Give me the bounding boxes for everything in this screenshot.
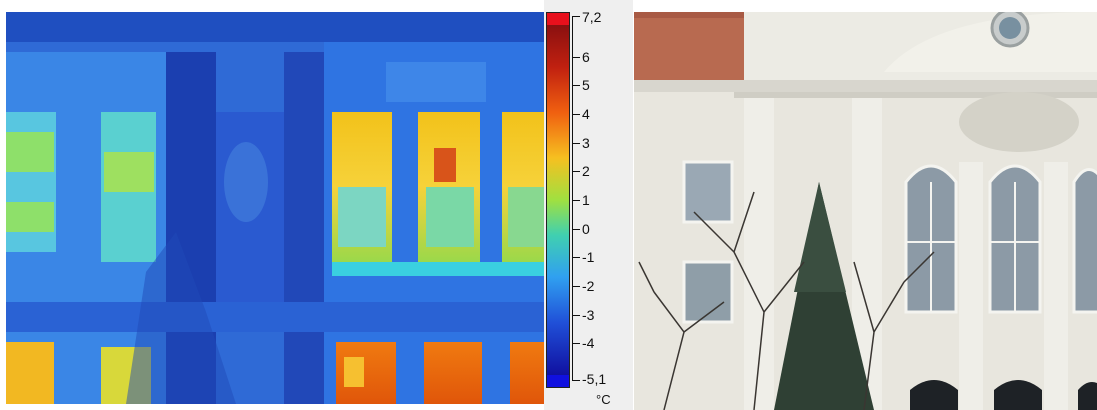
tick	[572, 171, 580, 172]
colorbar	[546, 12, 570, 388]
tick-label: -1	[582, 249, 595, 265]
colorbar-bottom-cap	[547, 375, 569, 387]
tick-max	[572, 16, 580, 17]
colorbar-gradient	[547, 13, 569, 387]
tick-label: 1	[582, 192, 590, 208]
building-photo	[634, 12, 1097, 410]
tick-label-max: 7,2	[582, 9, 602, 25]
tick-label: 2	[582, 163, 590, 179]
tick	[572, 343, 580, 344]
tick-label: 3	[582, 135, 590, 151]
tick-label: 6	[582, 49, 590, 65]
tick	[572, 143, 580, 144]
tick-label: -3	[582, 307, 595, 323]
tick-label-min: -5,1	[582, 371, 607, 387]
tick-label: 0	[582, 221, 590, 237]
tick	[572, 257, 580, 258]
tick	[572, 315, 580, 316]
thermal-image-graphic	[6, 12, 544, 404]
colorbar-top-cap	[547, 13, 569, 25]
temperature-scale: 7,2 6 5 4 3 2 1 0 -1 -2 -3 -4 -5,1 °C	[544, 0, 633, 410]
tick	[572, 200, 580, 201]
tick-label: 5	[582, 77, 590, 93]
tick-label: -2	[582, 278, 595, 294]
building-photo-graphic	[634, 12, 1097, 410]
tick-label: -4	[582, 335, 595, 351]
tick-label: 4	[582, 106, 590, 122]
thermal-image	[6, 12, 544, 404]
tick	[572, 114, 580, 115]
tick	[572, 229, 580, 230]
unit-label: °C	[596, 392, 611, 407]
scale-axis-line	[572, 16, 573, 380]
tick-min	[572, 380, 580, 381]
tick	[572, 286, 580, 287]
tick	[572, 85, 580, 86]
tick	[572, 57, 580, 58]
